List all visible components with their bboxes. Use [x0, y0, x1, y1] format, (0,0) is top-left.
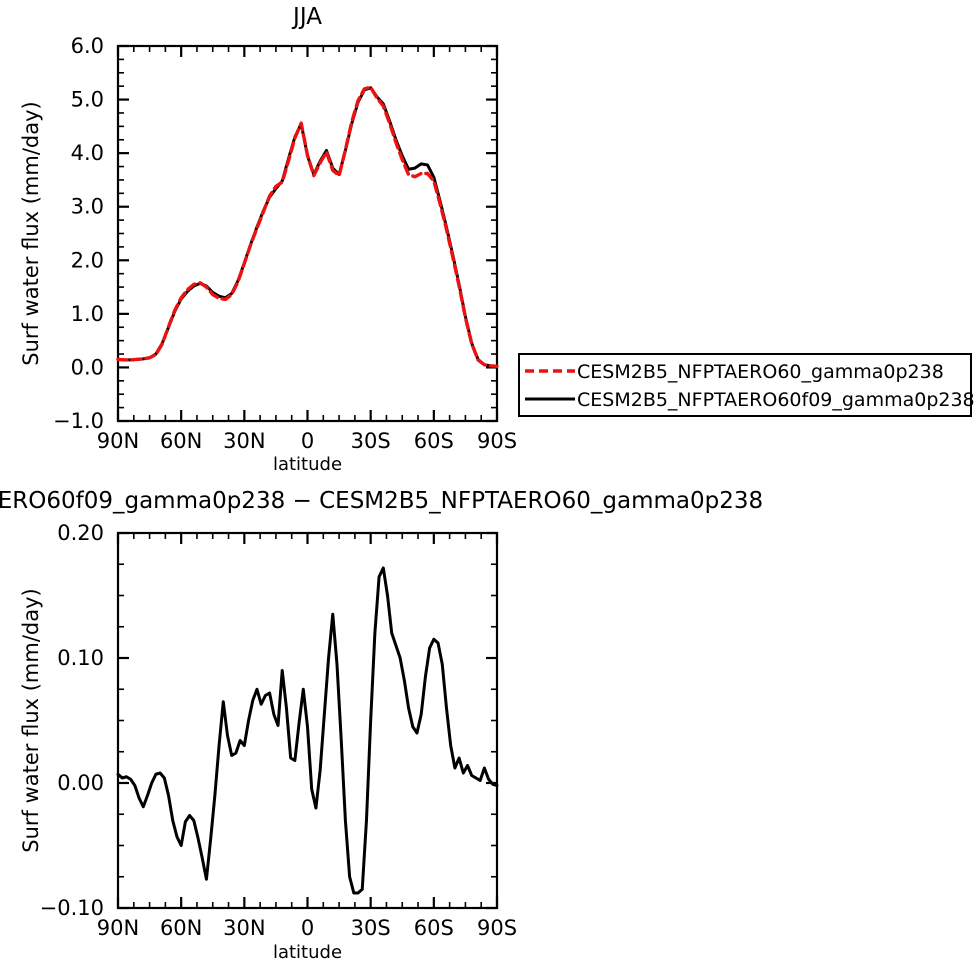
y-tick-label: 2.0: [71, 248, 104, 272]
x-tick-label: 0: [301, 916, 314, 940]
legend: CESM2B5_NFPTAERO60_gamma0p238 CESM2B5_NFP…: [518, 353, 975, 417]
y-tick-label: 1.0: [71, 302, 104, 326]
y-tick-label: 5.0: [71, 88, 104, 112]
y-tick-label: 3.0: [71, 195, 104, 219]
panel-title-top: JJA: [291, 4, 322, 30]
x-tick-label: 90S: [477, 429, 517, 453]
y-tick-label: 0.10: [57, 646, 104, 670]
y-axis-label: Surf water flux (mm/day): [19, 588, 43, 853]
y-tick-label: 4.0: [71, 141, 104, 165]
x-tick-label: 60N: [160, 429, 202, 453]
legend-box: [518, 353, 972, 417]
series-line-CESM2B5_NFPTAERO60_gamma0p238: [116, 85, 499, 369]
x-tick-label: 30S: [351, 916, 391, 940]
x-tick-label: 30S: [351, 429, 391, 453]
x-tick-label: 0: [301, 429, 314, 453]
y-axis-label: Surf water flux (mm/day): [19, 101, 43, 366]
y-tick-label: 0.00: [57, 771, 104, 795]
x-tick-label: 90N: [97, 429, 139, 453]
y-tick-label: −1.0: [53, 409, 104, 433]
chart-panel-top-panel: 90N 60N 30N 0 30S 60S 90S −1.0 0.0 1.0 2.0 3.0 4.0 5.…: [19, 4, 517, 475]
chart-panel-bottom-panel: 90N 60N 30N 0 30S 60S 90S −0.10 0.00 0.10 0.20 AERO…: [0, 488, 763, 963]
y-tick-label: 6.0: [71, 34, 104, 58]
y-tick-label: 0.0: [71, 355, 104, 379]
x-tick-label: 90S: [477, 916, 517, 940]
legend-label-1: CESM2B5_NFPTAERO60f09_gamma0p238: [577, 389, 975, 411]
series-line-CESM2B5_NFPTAERO60f09_gamma0p238 − CESM2B5_NFPTAERO60_gamma0p238: [116, 566, 499, 895]
x-axis-label: latitude: [273, 942, 342, 963]
y-tick-label: −0.10: [40, 896, 104, 920]
x-axis-label: latitude: [273, 454, 342, 475]
x-tick-label: 60S: [414, 916, 454, 940]
y-tick-label: 0.20: [57, 521, 104, 545]
plot-frame: [116, 44, 499, 423]
x-tick-label: 60N: [160, 916, 202, 940]
legend-label-0: CESM2B5_NFPTAERO60_gamma0p238: [577, 361, 944, 383]
panel-title-difference: AERO60f09_gamma0p238 − CESM2B5_NFPTAERO6…: [0, 488, 763, 514]
series-line-CESM2B5_NFPTAERO60f09_gamma0p238: [116, 86, 499, 368]
x-tick-label: 30N: [223, 916, 265, 940]
x-tick-label: 30N: [223, 429, 265, 453]
x-tick-label: 90N: [97, 916, 139, 940]
x-tick-label: 60S: [414, 429, 454, 453]
